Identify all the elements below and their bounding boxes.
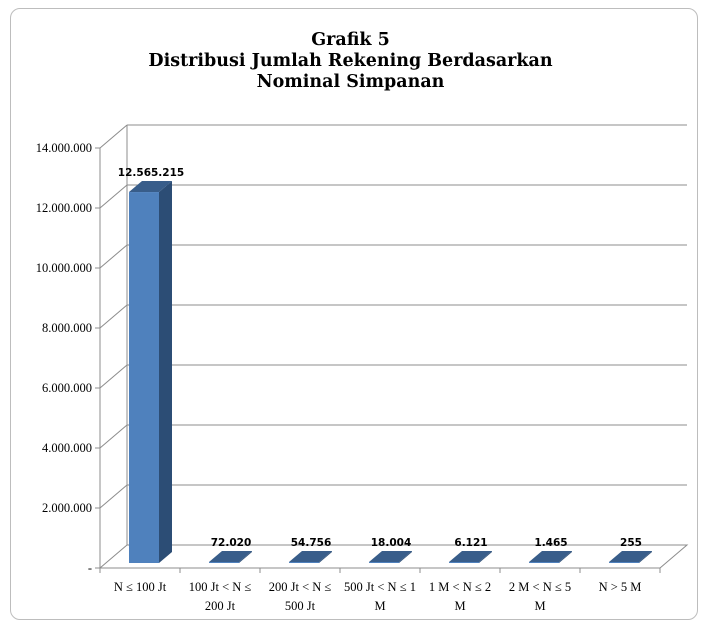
- y-tick-label: 12.000.000: [36, 201, 92, 215]
- y-tick-label: 4.000.000: [42, 441, 92, 455]
- chart-frame: [10, 8, 698, 620]
- bar: [129, 181, 172, 563]
- bar-front: [529, 562, 559, 563]
- bar-side: [479, 551, 492, 563]
- gridline-diag: [99, 124, 128, 149]
- y-tick-label: 8.000.000: [42, 321, 92, 335]
- data-label: 6.121: [454, 537, 487, 549]
- chart-title: Grafik 5 Distribusi Jumlah Rekening Berd…: [0, 30, 701, 93]
- bar-front: [609, 562, 639, 563]
- bar-side: [399, 551, 412, 563]
- bar: [289, 551, 332, 563]
- x-tick-label: N > 5 M: [599, 580, 642, 594]
- gridline-diag: [99, 304, 128, 329]
- bar: [529, 551, 572, 563]
- y-tick-label: -: [88, 561, 92, 575]
- data-label: 18.004: [371, 537, 412, 549]
- gridline-diag: [99, 184, 128, 209]
- bar-top: [289, 551, 332, 562]
- bar: [209, 551, 252, 563]
- bar-side: [159, 181, 172, 563]
- bar-top: [609, 551, 652, 562]
- bar-side: [639, 551, 652, 563]
- gridline-diag: [99, 244, 128, 269]
- y-tick-label: 6.000.000: [42, 381, 92, 395]
- gridline-diag: [99, 484, 128, 509]
- bar-top: [529, 551, 572, 562]
- bar-top: [129, 181, 172, 193]
- bar-top: [449, 551, 492, 562]
- data-label: 12.565.215: [118, 167, 184, 179]
- chart-title-line-3: Nominal Simpanan: [256, 72, 445, 92]
- bar: [449, 551, 492, 563]
- chart-title-line-1: Grafik 5: [311, 30, 390, 50]
- data-label: 255: [620, 537, 642, 549]
- bar-side: [559, 551, 572, 563]
- data-label: 1.465: [534, 537, 567, 549]
- gridline-diag: [99, 364, 128, 389]
- bar-top: [209, 551, 252, 562]
- data-label: 72.020: [211, 537, 252, 549]
- y-tick-label: 14.000.000: [36, 141, 92, 155]
- bar-side: [239, 551, 252, 563]
- bar: [369, 551, 412, 563]
- chart-title-line-2: Distribusi Jumlah Rekening Berdasarkan: [148, 51, 553, 71]
- x-tick-label: 200 Jt < N ≤500 Jt: [269, 580, 332, 613]
- x-tick-label: 100 Jt < N ≤200 Jt: [189, 580, 252, 613]
- bar-front: [449, 562, 479, 563]
- bar: [609, 551, 652, 563]
- bar-top: [369, 551, 412, 562]
- y-tick-label: 10.000.000: [36, 261, 92, 275]
- data-label: 54.756: [291, 537, 332, 549]
- bar-front: [369, 562, 399, 563]
- y-tick-label: 2.000.000: [42, 501, 92, 515]
- bar-front: [289, 562, 319, 563]
- gridline-diag: [99, 424, 128, 449]
- bar-front: [129, 192, 159, 563]
- bar-front: [209, 562, 239, 563]
- x-tick-label: N ≤ 100 Jt: [114, 580, 167, 594]
- bar-side: [319, 551, 332, 563]
